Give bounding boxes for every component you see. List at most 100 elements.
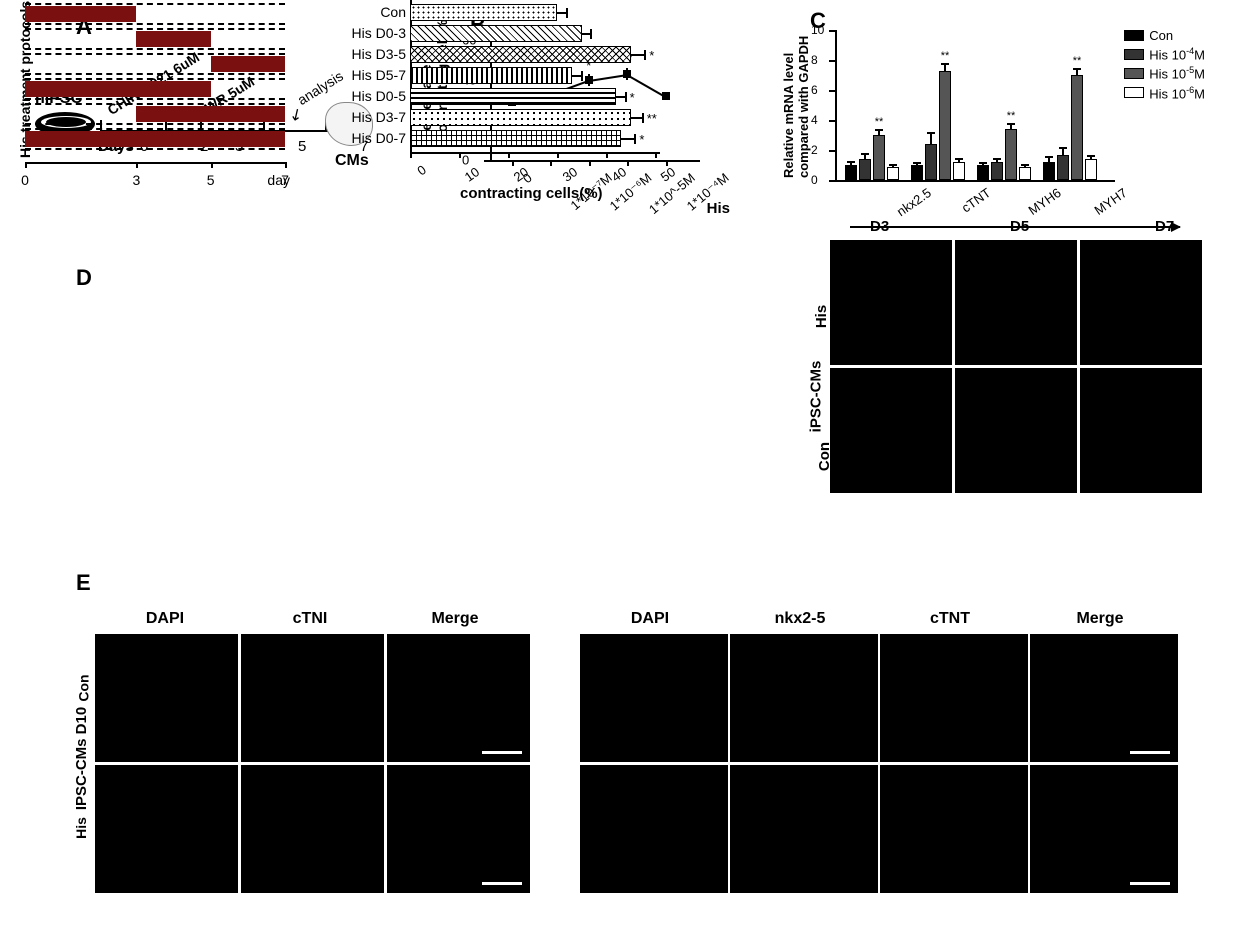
- panel-d-label: D: [76, 265, 92, 291]
- pd-r-bar-2: [410, 46, 631, 63]
- pc-bar-MYH7-1: [1057, 155, 1069, 181]
- pe-r-con-ctnt: [880, 634, 1028, 762]
- c-arrow: [850, 226, 1180, 228]
- pe-r-con-nkx: [730, 634, 878, 762]
- pc-bar-MYH6-3: [1019, 167, 1031, 181]
- pd-r-lbl-3: His D5-7: [321, 67, 406, 83]
- pd-r-lbl-2: His D3-5: [321, 46, 406, 62]
- pd-r-bar-3: [410, 67, 572, 84]
- pd-gantt-0: [25, 6, 136, 22]
- pc-bar-cTNT-2: [939, 71, 951, 181]
- pd-left-axis: [25, 162, 285, 164]
- pc-bar-MYH7-0: [1043, 162, 1055, 180]
- c-img-con-d7: [1080, 368, 1202, 493]
- pc-legend: Con His 10-4M His 10-5M His 10-6M: [1124, 28, 1205, 104]
- pc-gl-MYH6: MYH6: [1026, 185, 1064, 218]
- pe-rh-dapi: DAPI: [580, 610, 720, 628]
- c-img-con-d5: [955, 368, 1077, 493]
- pc-yaxis: [835, 30, 837, 180]
- pc-bar-MYH7-2: [1071, 75, 1083, 180]
- pd-day-5: 5: [207, 172, 215, 188]
- pc-bar-MYH6-2: [1005, 129, 1017, 180]
- pd-gantt-2: [211, 56, 285, 72]
- pe-r-con-dapi: [580, 634, 728, 762]
- pc-star-MYH6-2: **: [1003, 110, 1019, 122]
- pd-r-axis: [410, 152, 660, 154]
- pc-yt-8: 8: [811, 53, 818, 67]
- pd-r-xt-30: 30: [560, 164, 580, 185]
- pe-rh-merge: Merge: [1030, 610, 1170, 628]
- pe-rh-nkx: nkx2-5: [730, 610, 870, 628]
- pd-day-3: 3: [133, 172, 141, 188]
- panel-c-images: D3 D5 D7 iPSC-CMs His Con: [770, 238, 1205, 498]
- pc-bar-cTNT-1: [925, 144, 937, 180]
- pc-bar-nkx2.5-1: [859, 159, 871, 180]
- pe-l-con-dapi: [95, 634, 238, 762]
- pd-day-0: 0: [21, 172, 29, 188]
- pd-r-bar-6: [410, 130, 621, 147]
- pd-r-lbl-1: His D0-3: [321, 25, 406, 41]
- pe-r-his-nkx: [730, 765, 878, 893]
- pe-l-con-merge: [387, 634, 530, 762]
- pc-yt-0: 0: [811, 173, 818, 187]
- c-img-his-d5: [955, 240, 1077, 365]
- panel-c-chart: Relative mRNA levelcompared with GAPDH C…: [775, 20, 1205, 220]
- pc-gl-cTNT: cTNT: [959, 185, 994, 216]
- pd-r-bar-4: [410, 88, 616, 105]
- pd-gantt-4: [136, 106, 285, 122]
- pd-gantt-5: [25, 131, 285, 147]
- pc-bar-MYH6-0: [977, 165, 989, 180]
- c-img-his-d3: [830, 240, 952, 365]
- pe-r-his-ctnt: [880, 765, 1028, 893]
- pd-gantt-1: [136, 31, 210, 47]
- pd-r-xt-0: 0: [414, 162, 429, 178]
- pd-right: contracting cells(%) Con His D0-3 His D3-5…: [320, 0, 680, 210]
- pe-r-his-dapi: [580, 765, 728, 893]
- pd-r-bar-0: [410, 4, 557, 21]
- leg-con: Con: [1149, 28, 1173, 43]
- pc-yt-4: 4: [811, 113, 818, 127]
- pe-right: DAPI nkx2-5 cTNT Merge: [580, 612, 1180, 892]
- panel-e: IPSC-CMs D10 Con His DAPI cTNI Merge DAP…: [40, 590, 1200, 910]
- pe-left: DAPI cTNI Merge: [95, 612, 535, 892]
- pe-l-his-dapi: [95, 765, 238, 893]
- pc-star-cTNT-2: **: [937, 50, 953, 62]
- pd-r-star-2: *: [649, 48, 654, 63]
- pc-bar-nkx2.5-0: [845, 165, 857, 180]
- pd-r-star-5: **: [647, 111, 657, 126]
- pd-r-lbl-6: His D0-7: [321, 130, 406, 146]
- pe-lh-dapi: DAPI: [95, 610, 235, 628]
- day-5: 5: [298, 138, 306, 155]
- pe-rh-ctnt: cTNT: [880, 610, 1020, 628]
- pe-l-his-merge: [387, 765, 530, 893]
- pd-left: His treatment protocols day 0357: [25, 0, 285, 190]
- pc-gl-nkx2.5: nkx2.5: [894, 185, 934, 219]
- pc-bar-nkx2.5-3: [887, 167, 899, 181]
- pc-yt-2: 2: [811, 143, 818, 157]
- pc-bar-nkx2.5-2: [873, 135, 885, 180]
- pb-xlabel: His: [707, 200, 730, 217]
- pe-row-con: Con: [76, 674, 92, 701]
- pe-lh-ctni: cTNI: [240, 610, 380, 628]
- pc-bar-MYH6-1: [991, 162, 1003, 180]
- pd-r-star-4: *: [630, 90, 635, 105]
- pe-row-his: His: [73, 817, 89, 839]
- pd-day-7: 7: [281, 172, 289, 188]
- pe-r-his-merge: [1030, 765, 1178, 893]
- pd-r-xt-10: 10: [462, 164, 482, 185]
- pd-r-xtitle: contracting cells(%): [460, 185, 603, 202]
- pc-bar-MYH7-3: [1085, 159, 1097, 180]
- c-img-his-d7: [1080, 240, 1202, 365]
- pc-xaxis: [835, 180, 1115, 182]
- pe-lh-merge: Merge: [385, 610, 525, 628]
- pd-r-lbl-0: Con: [321, 4, 406, 20]
- pc-star-MYH7-2: **: [1069, 55, 1085, 67]
- pc-star-nkx2.5-2: **: [871, 116, 887, 128]
- pc-yt-6: 6: [811, 83, 818, 97]
- pd-r-lbl-4: His D0-5: [321, 88, 406, 104]
- pd-r-xt-50: 50: [658, 164, 678, 185]
- c-side: iPSC-CMs: [807, 361, 824, 433]
- pe-side: IPSC-CMs D10: [73, 707, 90, 810]
- pd-r-xt-40: 40: [609, 164, 629, 185]
- c-row-his: His: [813, 305, 830, 328]
